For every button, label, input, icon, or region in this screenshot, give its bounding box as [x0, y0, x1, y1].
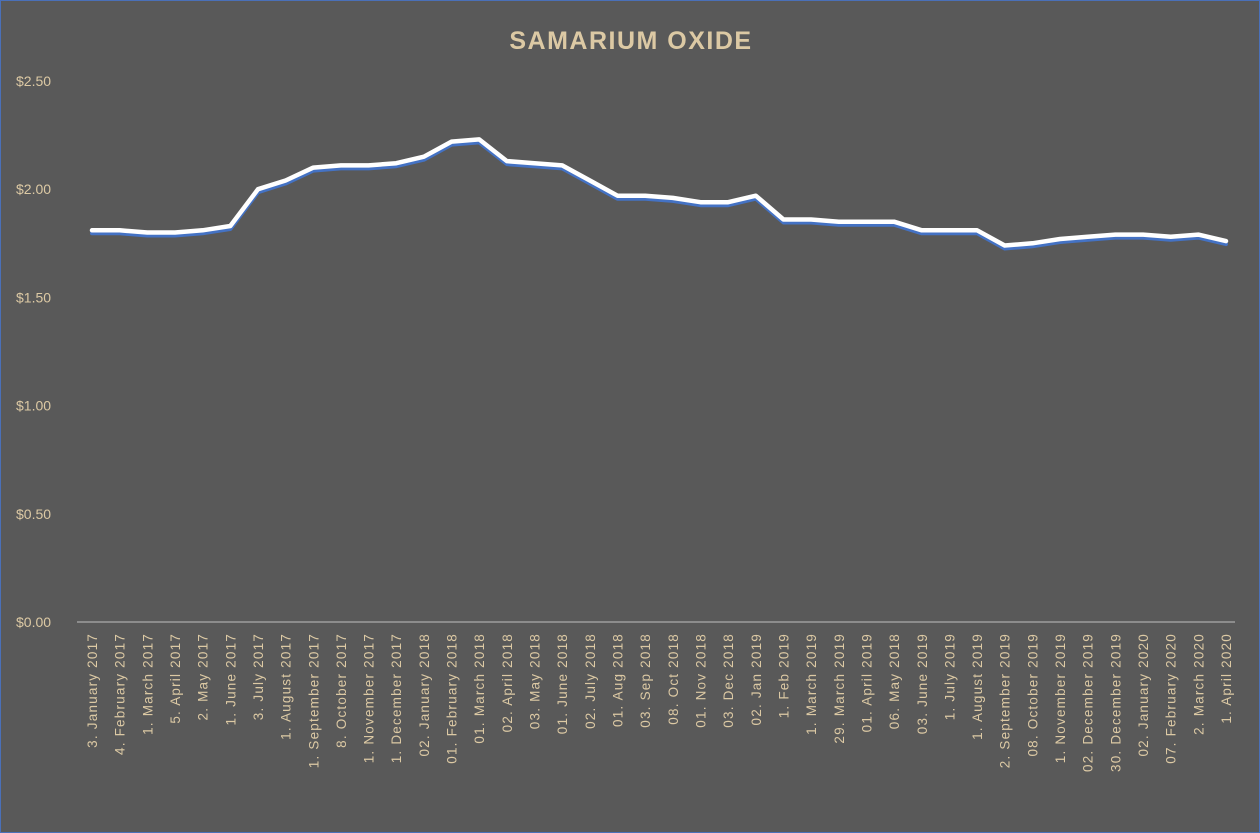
data-point [781, 217, 785, 221]
series-line-shadow [90, 140, 1228, 251]
x-tick-label: 1. August 2019 [970, 633, 985, 740]
x-tick-label: 1. Feb 2019 [776, 633, 791, 718]
data-point [477, 137, 481, 141]
data-point [643, 194, 647, 198]
x-tick-label: 1. July 2019 [942, 633, 957, 720]
x-tick-label: 03. May 2018 [528, 633, 543, 729]
x-tick-label: 01. April 2019 [859, 633, 874, 732]
x-tick-label: 08. Oct 2018 [666, 633, 681, 725]
x-tick-label: 1. April 2020 [1219, 633, 1234, 724]
drop-lines [91, 139, 1227, 622]
y-tick-label: $1.50 [16, 289, 51, 305]
data-point [1169, 235, 1173, 239]
data-point [754, 194, 758, 198]
x-tick-label: 02. Jan 2019 [749, 633, 764, 725]
data-point [1224, 239, 1228, 243]
data-point [256, 187, 260, 191]
x-tick-label: 4. February 2017 [113, 633, 128, 755]
x-tick-label: 02. December 2019 [1081, 633, 1096, 772]
data-point [394, 161, 398, 165]
y-tick-label: $0.00 [16, 614, 51, 630]
x-tick-label: 1. December 2017 [389, 633, 404, 763]
data-point [864, 220, 868, 224]
series-group [89, 137, 1229, 251]
x-tick-label: 01. Nov 2018 [693, 633, 708, 728]
x-tick-label: 3. July 2017 [251, 633, 266, 720]
x-tick-label: 30. December 2019 [1108, 633, 1123, 772]
x-tick-label: 03. Sep 2018 [638, 633, 653, 728]
data-point [228, 224, 232, 228]
x-tick-label: 07. February 2020 [1164, 633, 1179, 764]
data-point [339, 163, 343, 167]
x-tick-label: 2. September 2019 [998, 633, 1013, 768]
x-tick-label: 29. March 2019 [832, 633, 847, 744]
y-tick-label: $2.00 [16, 181, 51, 197]
data-point [920, 228, 924, 232]
series-line [89, 137, 1229, 248]
data-point [1086, 235, 1090, 239]
data-point [118, 228, 122, 232]
x-axis-ticks: 3. January 2017 4. February 2017 1. March … [85, 633, 1234, 772]
data-point [892, 220, 896, 224]
x-tick-label: 2. May 2017 [196, 633, 211, 721]
x-tick-label: 01. February 2018 [445, 633, 460, 764]
x-tick-label: 06. May 2018 [887, 633, 902, 729]
x-tick-label: 1. March 2017 [140, 633, 155, 735]
data-point [145, 230, 149, 234]
data-point [90, 228, 94, 232]
x-tick-label: 01. March 2018 [472, 633, 487, 744]
y-tick-label: $0.50 [16, 506, 51, 522]
data-point [837, 220, 841, 224]
data-point [1141, 233, 1145, 237]
x-tick-label: 01. June 2018 [555, 633, 570, 734]
data-point [450, 140, 454, 144]
data-point [505, 159, 509, 163]
data-point [616, 194, 620, 198]
data-point [284, 179, 288, 183]
data-point [1030, 241, 1034, 245]
data-point [975, 228, 979, 232]
data-point [726, 200, 730, 204]
x-tick-label: 03. Dec 2018 [721, 633, 736, 728]
data-point [201, 228, 205, 232]
data-point [533, 161, 537, 165]
x-tick-label: 1. November 2017 [362, 633, 377, 763]
data-point [422, 155, 426, 159]
x-tick-label: 02. July 2018 [583, 633, 598, 729]
data-point [173, 230, 177, 234]
data-point [698, 200, 702, 204]
x-tick-label: 01. Aug 2018 [611, 633, 626, 727]
x-tick-label: 1. June 2017 [223, 633, 238, 725]
chart-title: SAMARIUM OXIDE [509, 27, 752, 55]
x-tick-label: 02. January 2020 [1136, 633, 1151, 757]
data-point [809, 217, 813, 221]
data-point [1196, 233, 1200, 237]
x-tick-label: 02. April 2018 [500, 633, 515, 732]
x-tick-label: 3. January 2017 [85, 633, 100, 748]
data-point [588, 179, 592, 183]
y-tick-label: $1.00 [16, 398, 51, 414]
y-axis-ticks: $0.00 $0.50 $1.00 $1.50 $2.00 $2.50 [16, 73, 51, 630]
data-point [367, 163, 371, 167]
x-tick-label: 1. September 2017 [306, 633, 321, 768]
x-tick-label: 03. June 2019 [915, 633, 930, 734]
data-point [560, 163, 564, 167]
x-tick-label: 5. April 2017 [168, 633, 183, 724]
data-point [1058, 237, 1062, 241]
data-point [311, 166, 315, 170]
data-point [1113, 233, 1117, 237]
data-point [1003, 243, 1007, 247]
data-point [671, 196, 675, 200]
x-tick-label: 1. November 2019 [1053, 633, 1068, 763]
x-tick-label: 02. January 2018 [417, 633, 432, 757]
x-tick-label: 8. October 2017 [334, 633, 349, 748]
x-tick-label: 1. August 2017 [279, 633, 294, 740]
data-point [947, 228, 951, 232]
x-tick-label: 1. March 2019 [804, 633, 819, 735]
x-tick-label: 08. October 2019 [1025, 633, 1040, 757]
y-tick-label: $2.50 [16, 73, 51, 89]
x-tick-label: 2. March 2020 [1191, 633, 1206, 735]
